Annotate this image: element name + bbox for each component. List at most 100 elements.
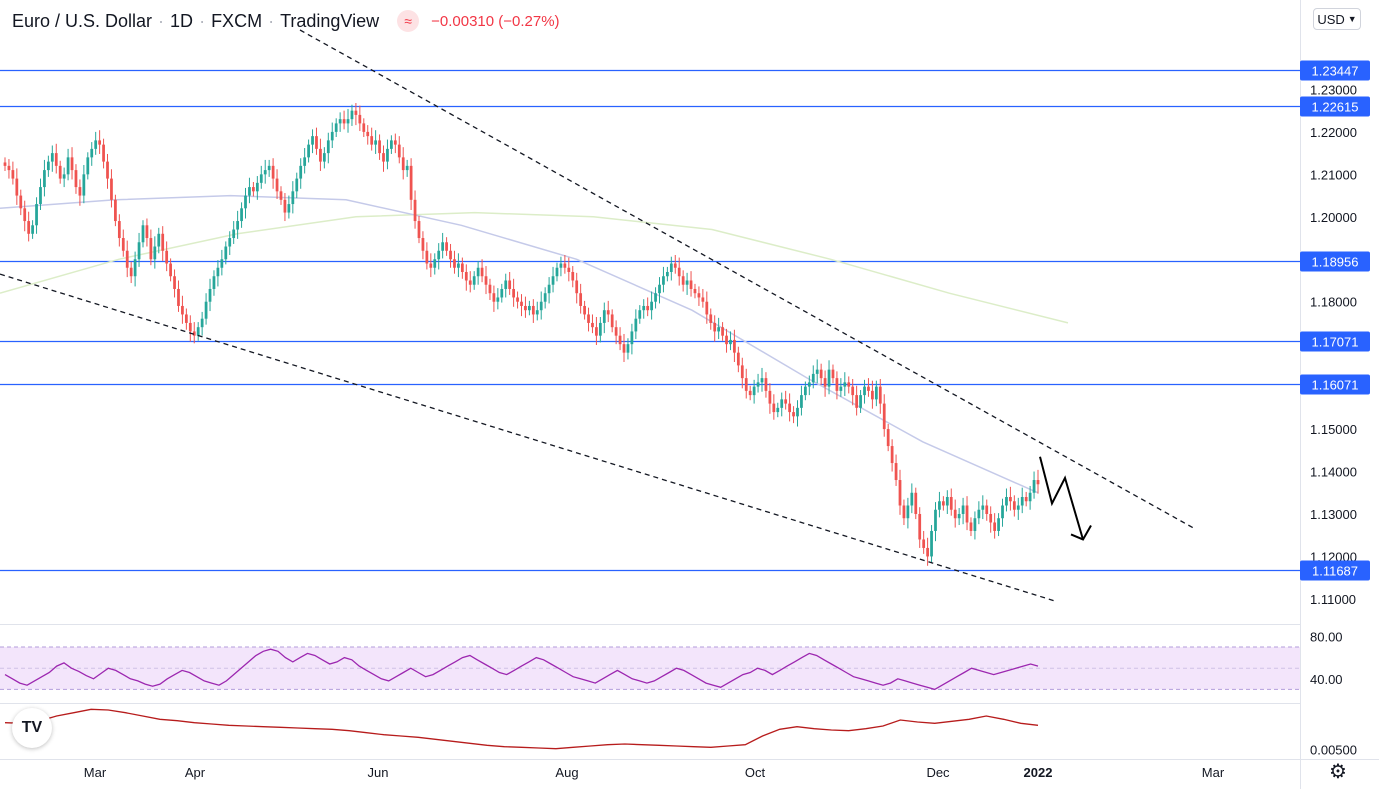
candle-body [922,539,926,548]
candle-body [263,170,267,175]
candle-body [792,412,795,417]
candle-body [326,140,330,154]
candle-body [1036,480,1040,485]
candle-body [981,505,985,510]
candle-body [366,131,370,137]
candle-body [752,386,756,396]
candle-body [874,386,878,400]
candle-body [634,318,638,332]
candle-body [417,221,421,239]
candle-body [334,123,338,132]
candle-body [315,136,318,149]
candle-body [602,310,606,323]
candle-body [200,318,204,328]
candle-body [819,369,823,379]
candle-body [788,403,791,413]
candle-body [847,382,851,387]
candle-body [460,263,464,272]
candle-body [685,280,689,285]
candle-body [1028,492,1032,502]
level-label-bg [1300,560,1370,581]
candle-body [886,429,890,447]
candle-body [102,144,105,162]
candle-body [492,293,496,302]
candle-body [39,187,42,205]
candle-body [216,267,220,277]
candle-body [673,263,677,268]
candle-body [756,382,760,387]
candle-body [390,140,393,149]
candle-body [941,501,945,506]
level-label-bg [1300,96,1370,117]
rsi-tick-label: 80.00 [1310,629,1343,644]
candle-body [43,170,46,188]
ma_fast-line [0,194,1039,494]
candle-body [1020,497,1024,506]
candle-body [902,505,906,519]
candle-body [129,267,133,277]
candle-body [125,250,129,268]
candle-body [354,110,358,115]
candle-body [827,369,831,387]
candle-body [386,148,389,162]
candle-body [677,267,681,277]
candle-body [362,123,366,132]
candle-body [445,242,448,251]
candle-body [736,352,740,366]
symbol-name[interactable]: Euro / U.S. Dollar [12,10,153,31]
candle-body [50,153,54,162]
candle-body [192,331,196,336]
candle-body [508,280,512,289]
candle-body [177,288,180,306]
candle-body [378,140,381,154]
candle-body [66,157,70,175]
level-label-bg [1300,251,1370,272]
candle-body [173,276,176,289]
candle-body [1024,497,1028,502]
candle-body [961,505,965,514]
candle-body [311,136,314,145]
candle-body [322,153,326,162]
candle-body [705,301,709,315]
candle-body [839,386,843,391]
y-tick-label: 1.18000 [1310,295,1357,310]
gear-icon[interactable]: ⚙ [1329,761,1347,783]
header-dot: · [268,10,275,31]
candle-body [346,119,350,124]
candle-body [831,369,835,379]
wave-icon[interactable]: ≈ [397,10,420,32]
candle-body [299,165,303,179]
interval-label[interactable]: 1D [170,10,194,31]
currency-button[interactable]: USD ▼ [1313,8,1361,30]
candle-body [117,221,121,239]
x-tick-label: Apr [185,765,206,780]
candle-body [1012,501,1016,510]
y-tick-label: 1.22000 [1310,125,1357,140]
candle-body [803,386,807,396]
candle-body [638,310,642,319]
platform-label: TradingView [280,10,380,31]
candle-body [232,229,236,239]
candle-body [19,195,23,209]
candle-body [989,513,993,523]
tradingview-logo-icon[interactable]: TV [12,708,52,748]
candle-body [429,263,433,268]
candle-body [480,267,484,277]
candle-body [654,293,657,302]
candle-body [571,271,575,281]
candle-body [934,509,937,531]
level-label: 1.17071 [1312,335,1359,350]
candle-body [650,301,653,311]
candle-body [595,327,598,336]
candle-body [626,344,630,353]
candle-body [867,386,870,391]
candle-body [729,339,732,345]
candle-body [614,327,618,336]
candle-body [618,335,622,345]
candle-body [358,114,362,124]
y-tick-label: 1.11000 [1310,592,1356,607]
candle-body [70,157,74,171]
candle-body [496,297,500,302]
candle-body [409,165,413,200]
